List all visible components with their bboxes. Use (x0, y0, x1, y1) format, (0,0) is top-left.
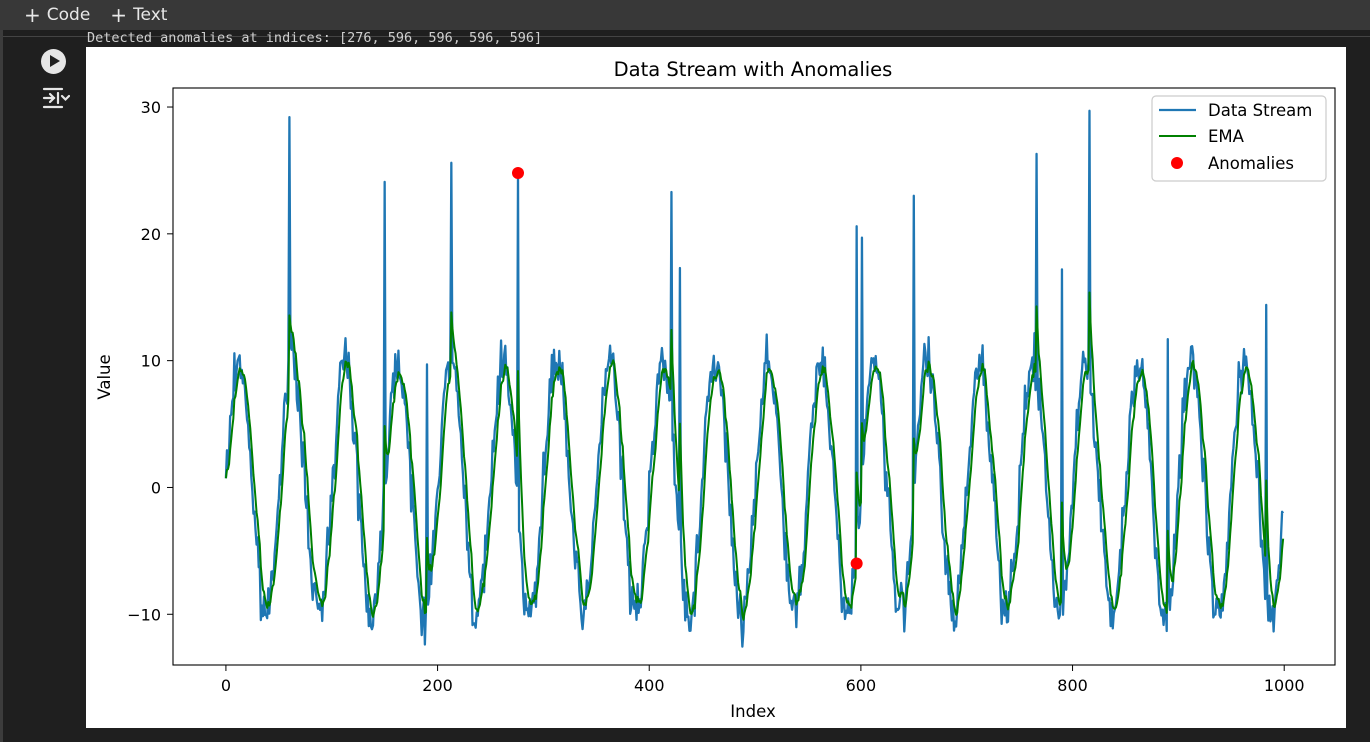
y-axis-ticks: −10 0 10 20 30 (127, 98, 173, 624)
y-tick-label-30: 30 (141, 98, 161, 117)
output-toggle-icon[interactable] (42, 86, 70, 110)
legend-label-data-stream: Data Stream (1208, 101, 1312, 120)
cell-stdout: Detected anomalies at indices: [276, 596… (87, 28, 1357, 46)
x-tick-label-400: 400 (634, 676, 665, 695)
anomaly-point-1 (850, 557, 863, 570)
x-tick-label-1000: 1000 (1264, 676, 1305, 695)
run-cell-button[interactable] (41, 49, 66, 74)
add-text-button[interactable]: + Text (110, 5, 167, 25)
cell-left-border (0, 30, 3, 742)
y-tick-label-20: 20 (141, 225, 161, 244)
add-code-label: Code (46, 5, 91, 25)
x-tick-label-0: 0 (221, 676, 231, 695)
y-tick-label--10: −10 (127, 605, 161, 624)
x-axis-label: Index (730, 702, 776, 721)
plot-area (224, 109, 1285, 648)
legend-label-anomalies: Anomalies (1208, 154, 1294, 173)
y-tick-label-0: 0 (151, 478, 161, 497)
y-axis-label: Value (95, 354, 114, 399)
ema-line (224, 291, 1285, 621)
legend-label-ema: EMA (1208, 127, 1245, 146)
stdout-text: Detected anomalies at indices: [276, 596… (87, 30, 543, 46)
data-stream-line (224, 109, 1285, 648)
y-tick-label-10: 10 (141, 352, 161, 371)
x-tick-label-200: 200 (422, 676, 453, 695)
cell-divider (3, 36, 1370, 37)
legend-swatch-anomalies (1171, 157, 1183, 169)
x-tick-label-800: 800 (1057, 676, 1088, 695)
chart-title: Data Stream with Anomalies (614, 58, 893, 81)
chart-legend: Data Stream EMA Anomalies (1151, 95, 1327, 182)
legend-box (1151, 95, 1327, 182)
notebook-toolbar: + Code + Text (0, 0, 1370, 30)
add-code-button[interactable]: + Code (24, 5, 90, 25)
x-tick-label-600: 600 (846, 676, 877, 695)
add-text-label: Text (133, 5, 168, 25)
plus-icon: + (24, 3, 41, 27)
anomaly-points (512, 166, 863, 570)
plus-icon: + (110, 3, 128, 27)
anomaly-point-0 (512, 166, 525, 179)
x-axis-ticks: 0 200 400 600 800 1000 (221, 665, 1305, 695)
anomaly-chart: Data Stream with Anomalies 0 200 400 600 800… (95, 58, 1336, 721)
axes-frame (172, 87, 1336, 666)
